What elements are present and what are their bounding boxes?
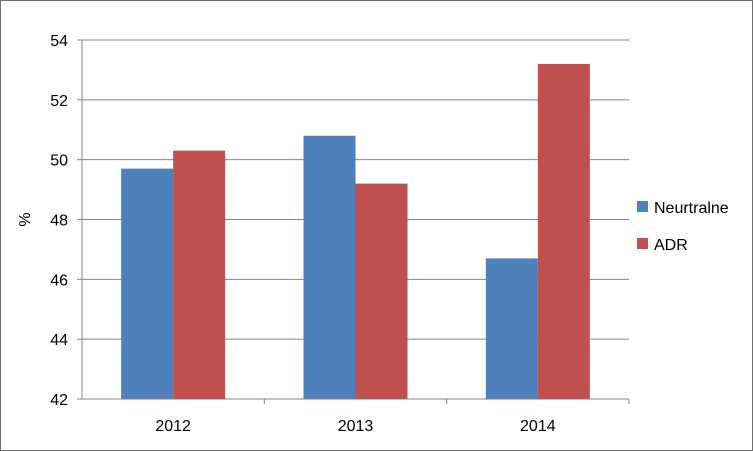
bar-neurtralne-2012: [121, 168, 174, 399]
bar-adr-2014: [537, 63, 590, 399]
y-tick-label: 44: [50, 332, 68, 349]
legend-label-neurtralne: Neurtralne: [654, 200, 729, 217]
y-tick-labels: 42 44 46 48 50 52 54: [50, 33, 68, 409]
y-tick-label: 42: [50, 392, 68, 409]
x-tick-label: 2014: [520, 418, 556, 435]
bar-neurtralne-2014: [485, 258, 538, 399]
legend-label-adr: ADR: [654, 237, 688, 254]
x-tick-label: 2013: [338, 418, 374, 435]
bar-neurtralne-2013: [303, 135, 356, 399]
legend: Neurtralne ADR: [637, 200, 729, 254]
legend-swatch-neurtralne: [637, 201, 648, 212]
y-tick-label: 46: [50, 272, 68, 289]
bar-adr-2012: [173, 150, 226, 399]
bars: [121, 63, 590, 399]
y-tick-label: 52: [50, 93, 68, 110]
bar-adr-2013: [355, 183, 408, 399]
y-tick-label: 50: [50, 153, 68, 170]
x-tick-label: 2012: [155, 418, 191, 435]
y-tick-label: 48: [50, 213, 68, 230]
x-tick-labels: 2012 2013 2014: [155, 418, 555, 435]
y-axis-title: %: [17, 212, 34, 226]
legend-swatch-adr: [637, 238, 648, 249]
y-tick-label: 54: [50, 33, 68, 50]
